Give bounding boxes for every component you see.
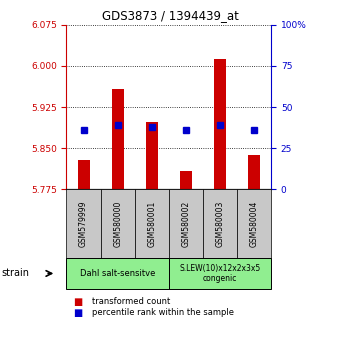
- Text: GDS3873 / 1394439_at: GDS3873 / 1394439_at: [102, 9, 239, 22]
- Text: ■: ■: [73, 308, 83, 318]
- Bar: [248, 155, 260, 189]
- Bar: [180, 171, 192, 189]
- Text: percentile rank within the sample: percentile rank within the sample: [92, 308, 234, 317]
- Bar: [214, 59, 226, 189]
- Bar: [78, 160, 89, 189]
- Text: GSM580003: GSM580003: [216, 201, 224, 247]
- Text: GSM580004: GSM580004: [250, 201, 258, 247]
- Bar: [146, 122, 158, 189]
- Text: GSM580000: GSM580000: [113, 201, 122, 247]
- Text: GSM579999: GSM579999: [79, 201, 88, 247]
- Text: strain: strain: [2, 268, 30, 279]
- Text: transformed count: transformed count: [92, 297, 170, 307]
- Text: GSM580001: GSM580001: [147, 201, 156, 247]
- Text: Dahl salt-sensitve: Dahl salt-sensitve: [80, 269, 155, 278]
- Bar: [112, 89, 123, 189]
- Text: ■: ■: [73, 297, 83, 307]
- Text: GSM580002: GSM580002: [181, 201, 190, 247]
- Text: S.LEW(10)x12x2x3x5
congenic: S.LEW(10)x12x2x3x5 congenic: [179, 264, 261, 283]
